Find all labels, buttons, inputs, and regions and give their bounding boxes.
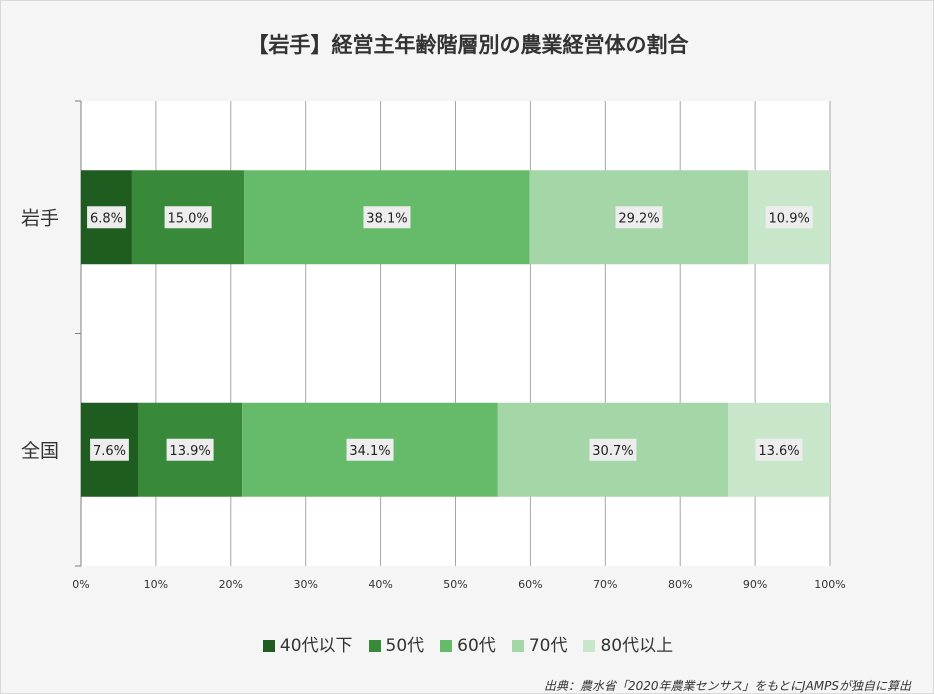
legend-swatch <box>368 640 381 652</box>
data-label-box <box>615 206 663 229</box>
legend-item: 50代 <box>368 631 425 656</box>
legend-label: 60代 <box>457 636 496 656</box>
data-label-box <box>90 438 129 461</box>
data-label: 29.2% <box>618 211 659 226</box>
legend-item: 60代 <box>440 631 496 656</box>
data-label-box <box>164 206 212 229</box>
legend-swatch <box>583 640 596 652</box>
x-tick-label: 10% <box>144 578 168 591</box>
legend-swatch <box>440 640 453 652</box>
data-label: 13.6% <box>758 444 799 459</box>
x-tick-label: 40% <box>368 578 392 591</box>
x-tick-label: 90% <box>743 578 767 591</box>
legend-item: 70代 <box>511 631 568 656</box>
data-label-box <box>765 206 813 229</box>
category-label: 全国 <box>21 440 59 462</box>
data-label: 6.8% <box>90 211 123 226</box>
chart-title: 【岩手】経営主年齢階層別の農業経営体の割合 <box>247 33 689 57</box>
x-tick-label: 70% <box>593 578 617 591</box>
category-label: 岩手 <box>21 207 59 229</box>
x-tick-label: 60% <box>518 578 542 591</box>
chart-legend: 40代以下 50代 60代 70代 80代以上 <box>1 631 933 656</box>
x-tick-label: 100% <box>814 578 845 591</box>
chart-plot: 0% 10% 20% 30% 40% 50% 60% 70% 80% 90% 100% 岩手 6.8% 1… <box>21 100 846 591</box>
data-label-box <box>346 438 394 461</box>
data-label: 34.1% <box>349 444 390 459</box>
legend-label: 40代以下 <box>279 636 353 656</box>
data-label: 38.1% <box>366 211 407 226</box>
data-label-box <box>589 438 637 461</box>
data-label: 7.6% <box>93 444 126 459</box>
data-label: 10.9% <box>769 211 810 226</box>
source-note: 出典：農水省「2020年農業センサス」をもとにJAMPSが独自に算出 <box>543 679 911 693</box>
x-tick-label: 50% <box>443 578 467 591</box>
legend-swatch <box>262 640 275 652</box>
x-tick-label: 0% <box>72 578 89 591</box>
x-tick-label: 80% <box>668 578 692 591</box>
x-tick-label: 30% <box>293 578 317 591</box>
data-label: 13.9% <box>169 444 210 459</box>
x-tick-label: 20% <box>219 578 243 591</box>
legend-label: 70代 <box>528 636 568 656</box>
legend-item: 80代以上 <box>583 631 673 656</box>
data-label: 30.7% <box>592 444 633 459</box>
data-label-box <box>755 438 803 461</box>
legend-label: 80代以上 <box>600 636 674 656</box>
data-label: 15.0% <box>167 211 208 226</box>
data-label-box <box>87 206 126 229</box>
data-label-box <box>166 438 214 461</box>
data-label-box <box>363 206 411 229</box>
legend-label: 50代 <box>385 636 425 656</box>
legend-swatch <box>511 640 524 652</box>
legend-item: 40代以下 <box>262 631 353 656</box>
